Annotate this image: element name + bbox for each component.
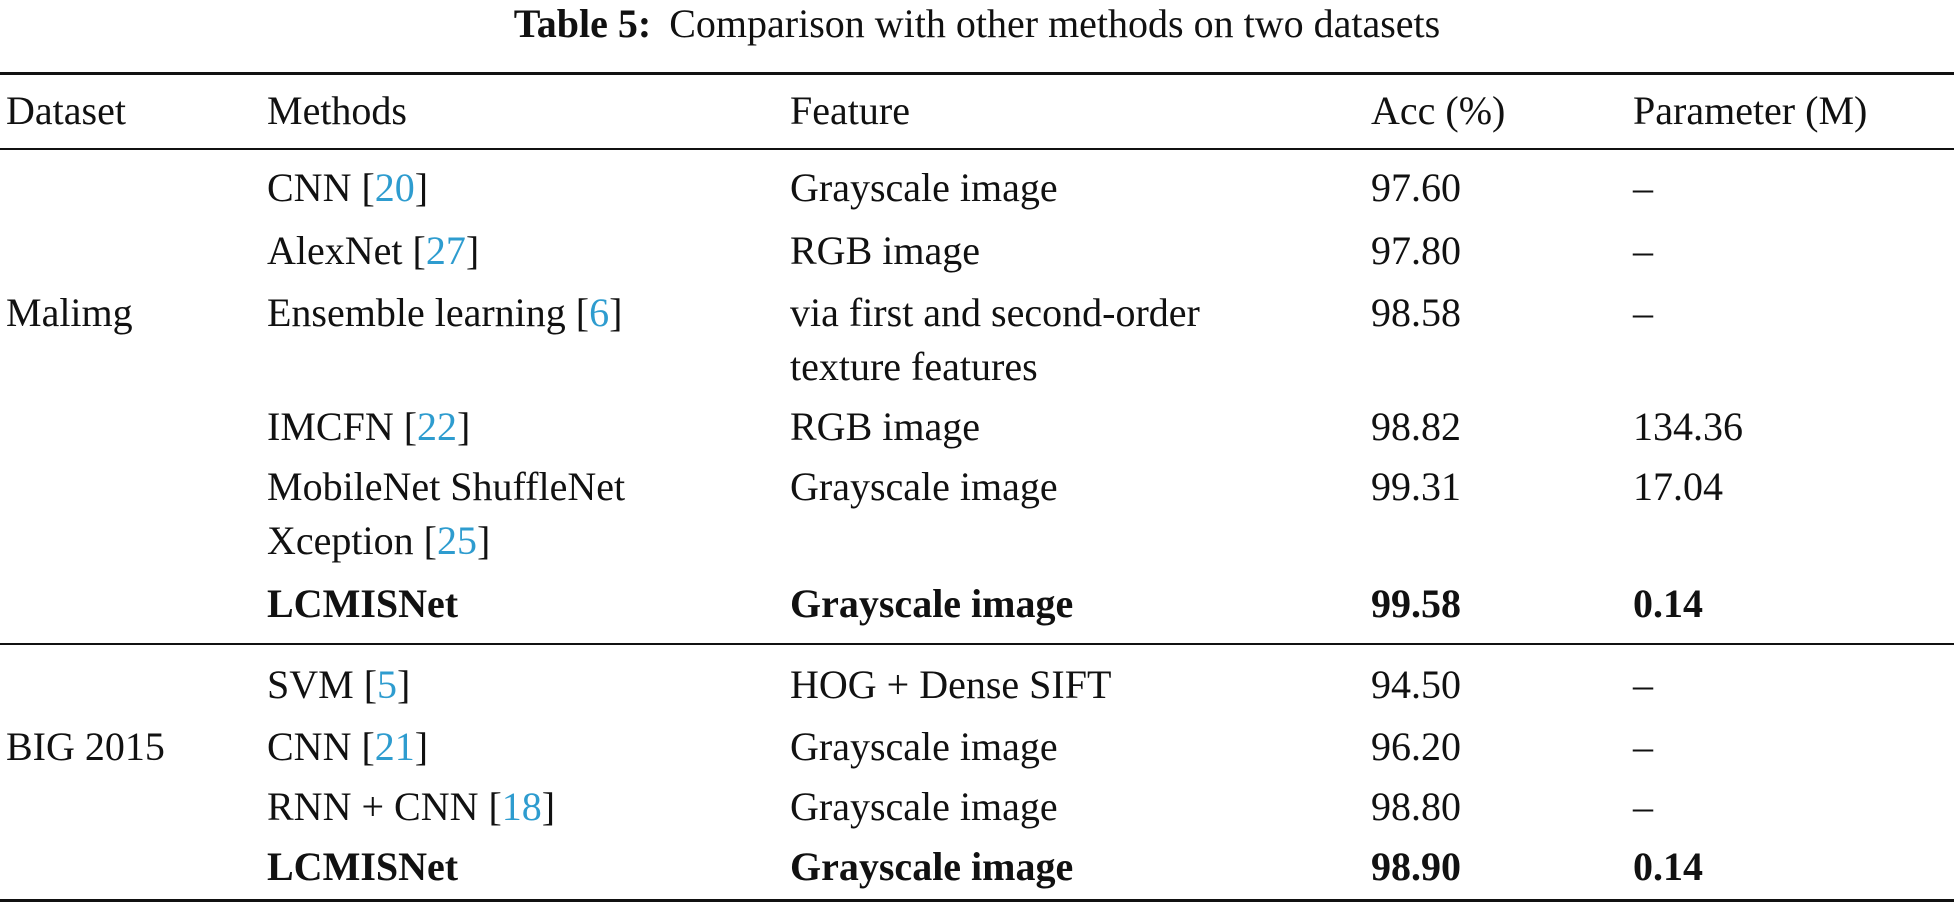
- method-cell: LCMISNet: [267, 581, 459, 626]
- table-caption: Table 5: Comparison with other methods on…: [0, 0, 1954, 48]
- method-cell: Ensemble learning [6]: [267, 290, 623, 335]
- acc-cell: 97.80: [1371, 228, 1461, 273]
- feature-cell: Grayscale image: [790, 464, 1058, 509]
- method-cell: IMCFN [22]: [267, 404, 471, 449]
- acc-cell: 98.80: [1371, 784, 1461, 829]
- acc-cell: 98.90: [1371, 844, 1461, 889]
- dataset-label: Malimg: [6, 290, 133, 335]
- method-cell: LCMISNet: [267, 844, 459, 889]
- citation-link[interactable]: 5: [377, 662, 398, 707]
- method-cell: SVM [5]: [267, 662, 411, 707]
- param-cell: –: [1633, 662, 1653, 707]
- citation-link[interactable]: 25: [436, 518, 477, 563]
- citation-link[interactable]: 21: [374, 724, 415, 769]
- param-cell: –: [1633, 290, 1653, 335]
- citation-link[interactable]: 6: [589, 290, 610, 335]
- header-feature: Feature: [790, 88, 910, 133]
- feature-cell: HOG + Dense SIFT: [790, 662, 1112, 707]
- header-acc: Acc (%): [1371, 88, 1506, 133]
- param-cell: –: [1633, 228, 1653, 273]
- feature-cell: via first and second-order: [790, 290, 1200, 335]
- method-cell: AlexNet [27]: [267, 228, 480, 273]
- acc-cell: 98.82: [1371, 404, 1461, 449]
- header-dataset: Dataset: [6, 88, 126, 133]
- dataset-label: BIG 2015: [6, 724, 165, 769]
- feature-cell-continuation: texture features: [790, 344, 1038, 389]
- param-cell: –: [1633, 784, 1653, 829]
- feature-cell: Grayscale image: [790, 165, 1058, 210]
- method-cell: RNN + CNN [18]: [267, 784, 556, 829]
- citation-link[interactable]: 18: [501, 784, 542, 829]
- acc-cell: 99.58: [1371, 581, 1461, 626]
- acc-cell: 96.20: [1371, 724, 1461, 769]
- method-cell-continuation: Xception [25]: [267, 518, 491, 563]
- citation-link[interactable]: 20: [374, 165, 415, 210]
- feature-cell: Grayscale image: [790, 844, 1074, 889]
- feature-cell: RGB image: [790, 404, 980, 449]
- citation-link[interactable]: 27: [425, 228, 466, 273]
- param-cell: 0.14: [1633, 844, 1703, 889]
- method-cell: CNN [21]: [267, 724, 429, 769]
- param-cell: 0.14: [1633, 581, 1703, 626]
- feature-cell: RGB image: [790, 228, 980, 273]
- param-cell: 134.36: [1633, 404, 1743, 449]
- citation-link[interactable]: 22: [417, 404, 458, 449]
- header-methods: Methods: [267, 88, 407, 133]
- header-parameter: Parameter (M): [1633, 88, 1868, 133]
- acc-cell: 94.50: [1371, 662, 1461, 707]
- param-cell: –: [1633, 724, 1653, 769]
- table-header-rule: [0, 148, 1954, 150]
- feature-cell: Grayscale image: [790, 724, 1058, 769]
- table-caption-text: Comparison with other methods on two dat…: [669, 1, 1441, 46]
- acc-cell: 99.31: [1371, 464, 1461, 509]
- feature-cell: Grayscale image: [790, 784, 1058, 829]
- feature-cell: Grayscale image: [790, 581, 1074, 626]
- table-caption-label: Table 5:: [513, 1, 652, 46]
- table-group-separator: [0, 643, 1954, 645]
- acc-cell: 97.60: [1371, 165, 1461, 210]
- param-cell: –: [1633, 165, 1653, 210]
- acc-cell: 98.58: [1371, 290, 1461, 335]
- method-cell: CNN [20]: [267, 165, 429, 210]
- table-top-rule: [0, 72, 1954, 75]
- param-cell: 17.04: [1633, 464, 1723, 509]
- method-cell: MobileNet ShuffleNet: [267, 464, 626, 509]
- table-bottom-rule: [0, 899, 1954, 902]
